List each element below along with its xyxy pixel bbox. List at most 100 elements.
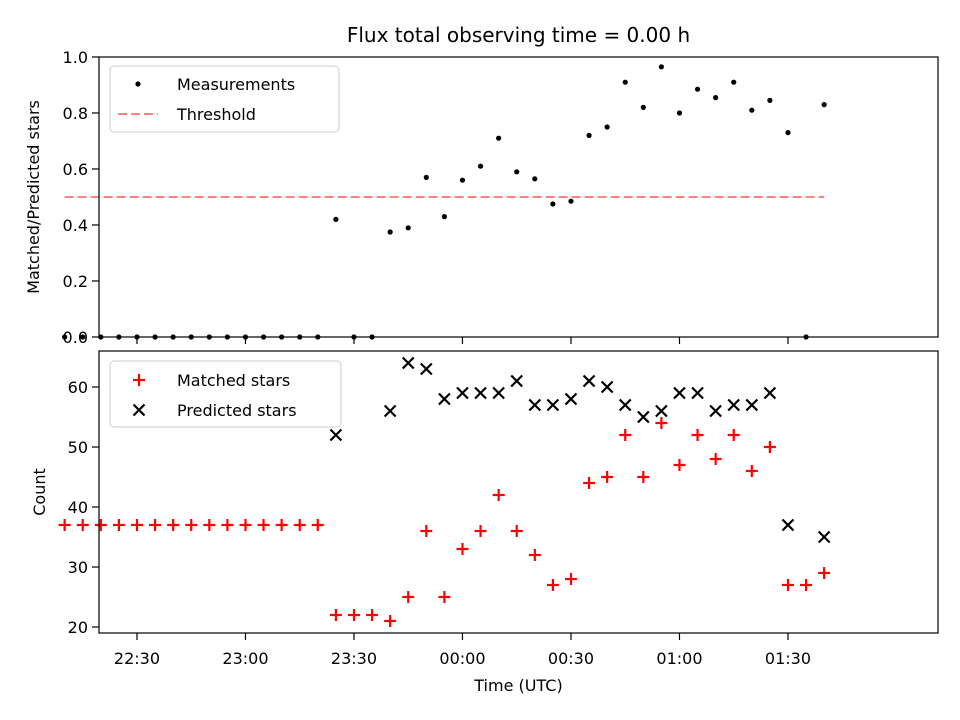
measurement-point xyxy=(568,198,574,204)
matched-stars-point xyxy=(727,429,740,441)
measurement-point xyxy=(713,95,719,101)
matched-stars-point xyxy=(546,579,559,591)
measurement-point xyxy=(749,107,755,113)
predicted-stars-point xyxy=(546,398,560,412)
predicted-stars-point xyxy=(383,404,397,418)
matched-stars-point xyxy=(583,477,596,489)
matched-stars-point xyxy=(637,471,650,483)
top-y-tick-label: 0.0 xyxy=(63,328,88,347)
measurement-point xyxy=(80,334,86,340)
matched-stars-point xyxy=(492,489,505,501)
matched-stars-point xyxy=(818,567,831,579)
matched-stars-point xyxy=(800,579,813,591)
legend-threshold-label: Threshold xyxy=(176,105,256,124)
predicted-stars-point xyxy=(564,392,578,406)
predicted-stars-point xyxy=(637,410,650,424)
matched-stars-point xyxy=(438,591,451,603)
bottom-y-tick-label: 50 xyxy=(68,438,88,457)
matched-stars-point xyxy=(745,465,758,477)
measurement-point xyxy=(604,124,610,130)
matched-stars-point xyxy=(311,519,324,531)
measurement-point xyxy=(586,132,592,138)
measurement-point xyxy=(658,64,664,70)
measurement-point xyxy=(821,102,827,108)
matched-stars-point xyxy=(130,519,143,531)
predicted-stars-point xyxy=(709,404,722,418)
matched-stars-point xyxy=(510,525,523,537)
top-legend-box xyxy=(109,65,340,133)
matched-stars-point xyxy=(58,519,71,531)
matched-stars-point xyxy=(420,525,433,537)
measurement-point xyxy=(676,110,683,116)
bottom-x-tick-label: 22:30 xyxy=(114,649,160,668)
predicted-stars-point xyxy=(673,386,686,400)
matched-stars-point xyxy=(691,429,704,441)
predicted-stars-point xyxy=(727,398,741,412)
measurement-point xyxy=(622,79,628,85)
top-y-axis-label: Matched/Predicted stars xyxy=(24,100,43,294)
bottom-y-tick-label: 30 xyxy=(68,558,88,577)
bottom-panel: 20 30 40 50 60 22:30 23:00 23:30 00:00 00:30 01:0… xyxy=(30,350,939,695)
measurement-point xyxy=(496,135,502,141)
matched-stars-point xyxy=(329,609,342,621)
legend-matched-marker xyxy=(133,374,145,386)
top-y-tick-label: 0.6 xyxy=(63,160,88,179)
top-y-tick-label: 0.2 xyxy=(63,272,88,291)
matched-stars-point xyxy=(275,519,288,531)
bottom-y-axis-label: Count xyxy=(30,468,49,516)
bottom-legend: Matched stars Predicted stars xyxy=(109,360,342,428)
matched-stars-point xyxy=(149,519,162,531)
bottom-y-tick-label: 40 xyxy=(68,498,88,517)
measurement-point xyxy=(785,130,791,136)
matched-stars-point xyxy=(112,519,125,531)
legend-measurements-label: Measurements xyxy=(177,75,295,94)
matched-stars-point xyxy=(528,549,541,561)
legend-predicted-label: Predicted stars xyxy=(177,401,297,420)
measurement-point xyxy=(423,174,429,180)
bottom-x-axis-label: Time (UTC) xyxy=(473,676,562,695)
bottom-x-tick-label: 00:30 xyxy=(548,649,594,668)
bottom-plot-frame xyxy=(98,350,939,634)
predicted-stars-point xyxy=(456,386,469,400)
bottom-x-tick-label: 01:30 xyxy=(765,649,811,668)
measurement-point xyxy=(477,163,484,169)
bottom-y-ticks: 20 30 40 50 60 xyxy=(68,378,99,637)
matched-stars-point xyxy=(619,429,632,441)
top-plot-frame xyxy=(98,56,939,338)
measurement-point xyxy=(640,104,646,110)
predicted-stars-point xyxy=(655,404,668,418)
matched-stars-point xyxy=(94,519,107,531)
predicted-stars-point xyxy=(618,398,632,412)
top-data-layer xyxy=(62,64,827,340)
matched-stars-point xyxy=(781,579,794,591)
matched-stars-point xyxy=(167,519,180,531)
predicted-stars-point xyxy=(745,398,759,412)
measurement-point xyxy=(387,229,393,235)
predicted-stars-point xyxy=(438,392,451,406)
legend-measurements-marker xyxy=(135,81,141,87)
measurement-point xyxy=(731,79,737,85)
predicted-stars-point xyxy=(817,530,831,544)
bottom-legend-box xyxy=(109,360,342,428)
predicted-stars-point xyxy=(401,356,415,370)
matched-stars-point xyxy=(709,453,722,465)
bottom-x-tick-label: 00:00 xyxy=(439,649,485,668)
top-y-tick-label: 1.0 xyxy=(63,48,88,67)
bottom-x-tick-label: 23:30 xyxy=(331,649,377,668)
predicted-stars-point xyxy=(528,398,542,412)
bottom-x-ticks: 22:30 23:00 23:30 00:00 00:30 01:00 01:30 xyxy=(114,633,811,668)
measurement-point xyxy=(441,214,447,220)
top-panel: 0.0 0.2 0.4 0.6 0.8 1.0 Matched/Predicted sta… xyxy=(24,48,939,347)
predicted-stars-point xyxy=(492,386,505,400)
matched-stars-point xyxy=(76,519,89,531)
top-y-tick-label: 0.4 xyxy=(63,216,88,235)
matched-stars-point xyxy=(384,615,397,627)
top-legend: Measurements Threshold xyxy=(109,65,340,133)
bottom-x-tick-label: 01:00 xyxy=(656,649,702,668)
measurement-point xyxy=(62,334,68,340)
legend-matched-label: Matched stars xyxy=(177,371,290,390)
predicted-stars-point xyxy=(510,374,524,388)
predicted-stars-point xyxy=(329,428,343,442)
matched-stars-point xyxy=(239,519,252,531)
